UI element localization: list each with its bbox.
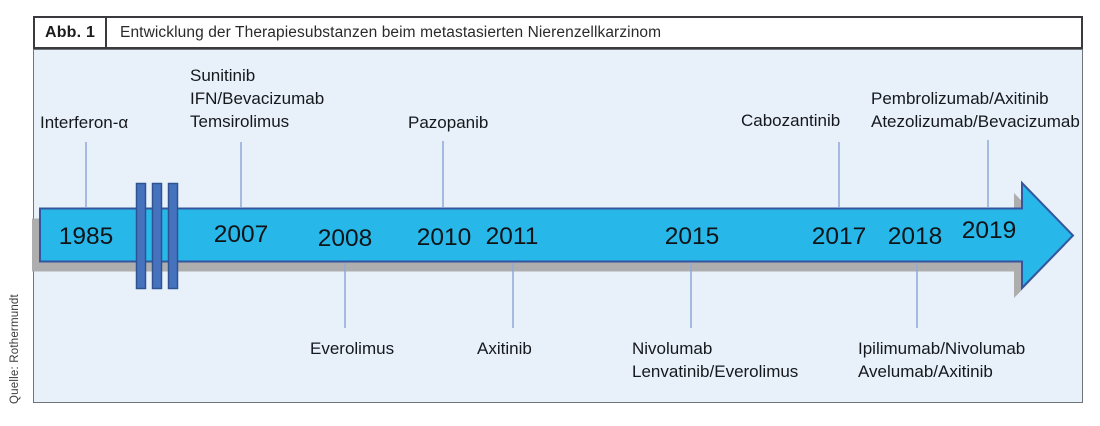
- event-label-2018: Ipilimumab/Nivolumab Avelumab/Axitinib: [858, 337, 1025, 383]
- event-line: Pazopanib: [408, 113, 489, 132]
- year-1985: 1985: [58, 223, 114, 250]
- year-2011: 2011: [485, 223, 539, 250]
- event-line: Pembrolizumab/Axitinib: [871, 89, 1049, 108]
- event-label-2015: Nivolumab Lenvatinib/Everolimus: [632, 337, 798, 383]
- event-line: Atezolizumab/Bevacizumab: [871, 112, 1080, 131]
- year-2015: 2015: [664, 223, 720, 250]
- figure-number: Abb. 1: [35, 18, 107, 47]
- event-line: IFN/Bevacizumab: [190, 89, 325, 108]
- event-line: Lenvatinib/Everolimus: [632, 362, 799, 381]
- event-label-2011: Axitinib: [477, 337, 532, 360]
- event-line: Cabozantinib: [741, 111, 841, 130]
- source-credit: Quelle: Rothermundt: [9, 294, 21, 404]
- event-label-1985: Interferon-α: [40, 111, 128, 134]
- event-line: Everolimus: [310, 339, 395, 358]
- event-line: Avelumab/Axitinib: [858, 362, 993, 381]
- year-2010: 2010: [416, 224, 472, 251]
- figure-header: Abb. 1 Entwicklung der Therapiesubstanze…: [33, 16, 1083, 49]
- event-line: Axitinib: [477, 339, 532, 358]
- event-line: Nivolumab: [632, 339, 713, 358]
- event-label-2008: Everolimus: [310, 337, 394, 360]
- year-2019: 2019: [961, 217, 1017, 244]
- event-label-2010: Pazopanib: [408, 111, 488, 134]
- event-label-2007: Sunitinib IFN/Bevacizumab Temsirolimus: [190, 64, 324, 133]
- event-line: Ipilimumab/Nivolumab: [858, 339, 1026, 358]
- event-line: Temsirolimus: [190, 112, 290, 131]
- year-2018: 2018: [887, 223, 943, 250]
- figure-title: Entwicklung der Therapiesubstanzen beim …: [120, 23, 662, 41]
- year-2007: 2007: [213, 221, 269, 248]
- event-label-2019: Pembrolizumab/Axitinib Atezolizumab/Beva…: [871, 87, 1080, 133]
- year-2008: 2008: [317, 225, 373, 252]
- year-2017: 2017: [811, 223, 867, 250]
- event-line: Sunitinib: [190, 66, 256, 85]
- event-label-2017: Cabozantinib: [741, 109, 840, 132]
- event-line: Interferon-α: [40, 113, 129, 132]
